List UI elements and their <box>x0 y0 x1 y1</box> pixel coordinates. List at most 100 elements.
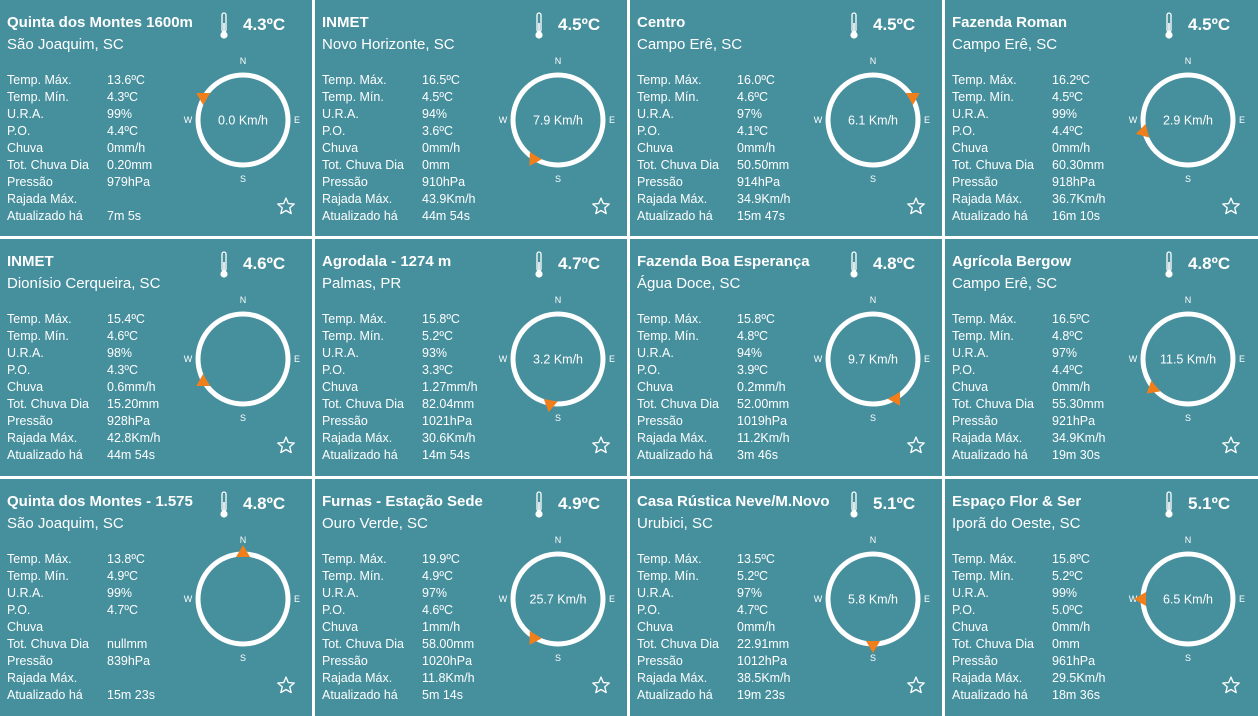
station-name: Agrodala - 1274 m <box>322 253 452 270</box>
thermometer-icon <box>535 251 543 278</box>
stat-label: Temp. Máx. <box>7 73 72 87</box>
stat-value: 4.6ºC <box>422 603 453 617</box>
station-card[interactable]: Quinta dos Montes 1600m São Joaquim, SC … <box>0 0 312 236</box>
stat-rain-total: Tot. Chuva Dia 0mm <box>952 636 1130 653</box>
stat-value: 55.30mm <box>1052 397 1105 411</box>
stat-rain-total: Tot. Chuva Dia 15.20mm <box>7 396 185 413</box>
stat-humidity: U.R.A. 97% <box>637 106 815 123</box>
stat-value: 15m 23s <box>107 688 155 702</box>
stat-max-gust: Rajada Máx. 29.5Km/h <box>952 670 1130 687</box>
stat-value: 3.3ºC <box>422 363 453 377</box>
thermometer-icon <box>535 12 543 39</box>
compass-ring <box>825 311 921 407</box>
favorite-star-icon[interactable] <box>1221 675 1241 695</box>
favorite-star-icon[interactable] <box>591 196 611 216</box>
favorite-star-icon[interactable] <box>1221 435 1241 455</box>
thermometer-icon <box>220 251 228 278</box>
stat-label: P.O. <box>952 124 976 138</box>
stat-label: Rajada Máx. <box>322 671 393 685</box>
station-card[interactable]: Agrícola Bergow Campo Erê, SC 4.8ºC Temp… <box>945 239 1258 476</box>
stat-updated: Atualizado há 7m 5s <box>7 208 185 225</box>
stat-value: 1012hPa <box>737 654 788 668</box>
compass-south-label: S <box>1185 653 1191 663</box>
stat-value: 0mm/h <box>737 141 776 155</box>
compass-north-label: N <box>240 56 247 66</box>
stat-temp-min: Temp. Mín. 4.9ºC <box>7 568 185 585</box>
station-card[interactable]: Fazenda Boa Esperança Água Doce, SC 4.8º… <box>630 239 942 476</box>
station-card[interactable]: Espaço Flor & Ser Iporã do Oeste, SC 5.1… <box>945 479 1258 716</box>
station-card[interactable]: INMET Dionísio Cerqueira, SC 4.6ºC Temp.… <box>0 239 312 476</box>
stat-label: Chuva <box>322 620 359 634</box>
stat-label: Tot. Chuva Dia <box>952 637 1034 651</box>
stat-value: 4.5ºC <box>1052 90 1083 104</box>
wind-speed: 0.0 Km/h <box>218 114 268 128</box>
stat-humidity: U.R.A. 94% <box>322 106 500 123</box>
stat-humidity: U.R.A. 93% <box>322 345 500 362</box>
stat-value: 1019hPa <box>737 414 788 428</box>
favorite-star-icon[interactable] <box>1221 196 1241 216</box>
stat-label: Tot. Chuva Dia <box>7 158 89 172</box>
stat-temp-min: Temp. Mín. 4.8ºC <box>637 328 815 345</box>
stat-value: 22.91mm <box>737 637 790 651</box>
stat-humidity: U.R.A. 94% <box>637 345 815 362</box>
stat-label: U.R.A. <box>322 586 359 600</box>
stat-label: Pressão <box>952 175 998 189</box>
favorite-star-icon[interactable] <box>276 196 296 216</box>
station-city: São Joaquim, SC <box>7 515 124 532</box>
stat-max-gust: Rajada Máx. <box>7 191 185 208</box>
compass-south-label: S <box>870 413 876 423</box>
favorite-star-icon[interactable] <box>906 675 926 695</box>
stat-updated: Atualizado há 19m 23s <box>637 687 815 704</box>
stat-label: Temp. Mín. <box>322 569 384 583</box>
stat-value: 29.5Km/h <box>1052 671 1106 685</box>
station-card[interactable]: Quinta dos Montes - 1.575 São Joaquim, S… <box>0 479 312 716</box>
thermometer-icon <box>850 491 858 518</box>
station-card[interactable]: Centro Campo Erê, SC 4.5ºC Temp. Máx. 16… <box>630 0 942 236</box>
stat-value: 910hPa <box>422 175 466 189</box>
stat-value: 98% <box>107 346 133 360</box>
station-city: São Joaquim, SC <box>7 36 124 53</box>
stat-pressure: Pressão 979hPa <box>7 174 185 191</box>
stat-value: 16.0ºC <box>737 73 775 87</box>
station-card[interactable]: INMET Novo Horizonte, SC 4.5ºC Temp. Máx… <box>315 0 627 236</box>
favorite-star-icon[interactable] <box>276 675 296 695</box>
stat-label: Rajada Máx. <box>322 431 393 445</box>
stat-value: 1020hPa <box>422 654 473 668</box>
wind-speed: 9.7 Km/h <box>848 353 898 367</box>
stat-temp-max: Temp. Máx. 13.8ºC <box>7 551 185 568</box>
stat-value: 99% <box>1052 586 1078 600</box>
stat-value: 4.3ºC <box>107 90 138 104</box>
favorite-star-icon[interactable] <box>906 435 926 455</box>
wind-compass: N S E W 9.7 Km/h <box>814 295 930 423</box>
compass-north-label: N <box>555 535 562 545</box>
wind-direction-arrow-icon <box>236 545 250 557</box>
station-card[interactable]: Casa Rústica Neve/M.Novo Urubici, SC 5.1… <box>630 479 942 716</box>
favorite-star-icon[interactable] <box>906 196 926 216</box>
stat-label: U.R.A. <box>952 586 989 600</box>
station-card[interactable]: Furnas - Estação Sede Ouro Verde, SC 4.9… <box>315 479 627 716</box>
compass-north-label: N <box>870 295 877 305</box>
stat-value: 13.6ºC <box>107 73 145 87</box>
station-name: Espaço Flor & Ser <box>952 493 1082 510</box>
stat-label: Pressão <box>7 175 53 189</box>
stat-temp-max: Temp. Máx. 15.4ºC <box>7 311 185 328</box>
stat-label: Rajada Máx. <box>322 192 393 206</box>
stat-value: 4.9ºC <box>422 569 453 583</box>
stat-value: 918hPa <box>1052 175 1096 189</box>
stat-label: Pressão <box>7 414 53 428</box>
stat-value: 4.9ºC <box>107 569 138 583</box>
stat-label: Temp. Mín. <box>637 329 699 343</box>
station-card[interactable]: Agrodala - 1274 m Palmas, PR 4.7ºC Temp.… <box>315 239 627 476</box>
stat-max-gust: Rajada Máx. 11.2Km/h <box>637 430 815 447</box>
favorite-star-icon[interactable] <box>591 675 611 695</box>
stat-label: Temp. Máx. <box>322 552 387 566</box>
station-card[interactable]: Fazenda Roman Campo Erê, SC 4.5ºC Temp. … <box>945 0 1258 236</box>
stat-value: 921hPa <box>1052 414 1096 428</box>
favorite-star-icon[interactable] <box>591 435 611 455</box>
stat-label: Temp. Máx. <box>637 552 702 566</box>
wind-speed: 2.9 Km/h <box>1163 114 1213 128</box>
stat-label: Temp. Mín. <box>322 90 384 104</box>
favorite-star-icon[interactable] <box>276 435 296 455</box>
current-temperature: 5.1ºC <box>1188 494 1231 513</box>
stat-updated: Atualizado há 3m 46s <box>637 447 815 464</box>
